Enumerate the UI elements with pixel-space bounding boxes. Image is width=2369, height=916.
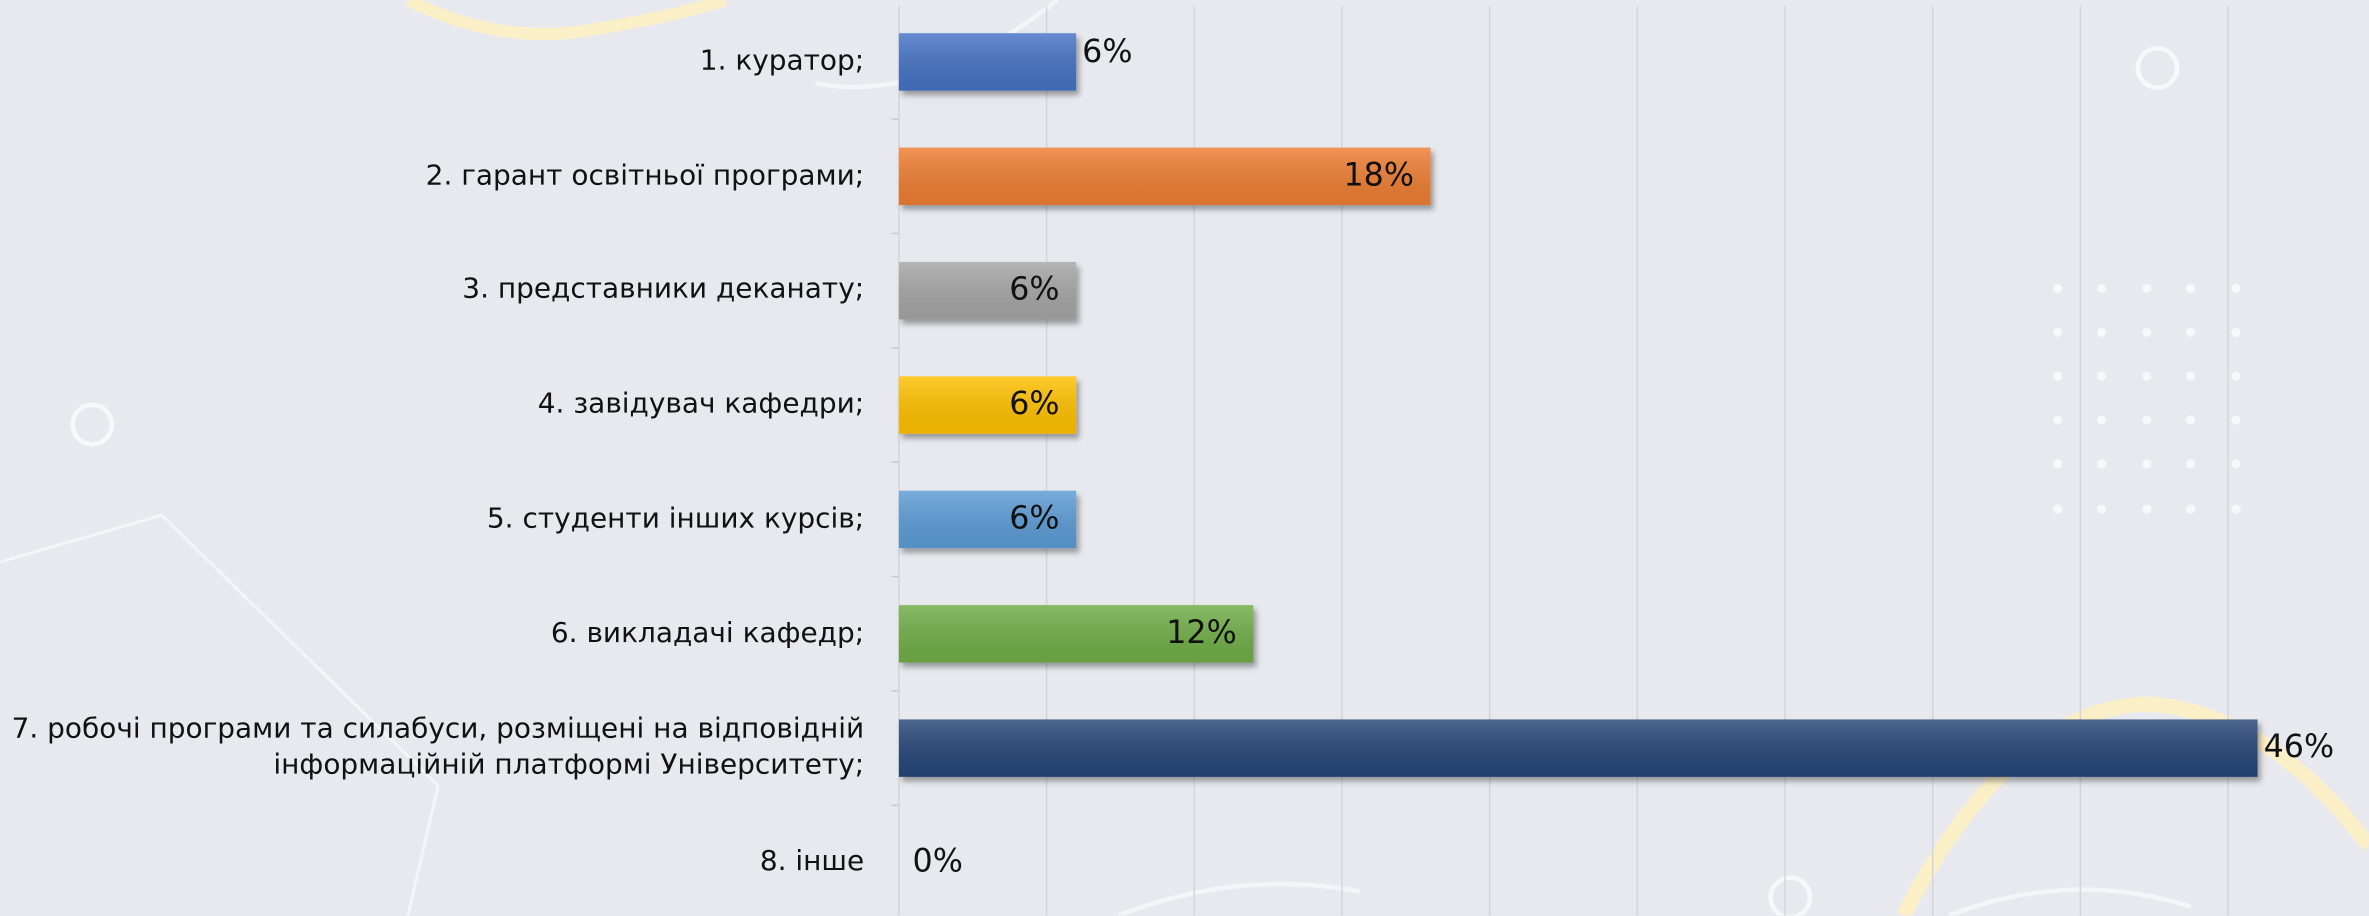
category-label: 4. завідувач кафедри; [3, 387, 864, 423]
category-label: 3. представники деканату; [3, 273, 864, 309]
value-label: 0% [913, 844, 963, 880]
category-label: 7. робочі програми та силабуси, розміщен… [3, 712, 864, 785]
category-label: 8. інше [3, 844, 864, 880]
value-label: 6% [1009, 500, 1059, 536]
bars: 6% 18% 6% 6% 6% 12% 46% 0% [899, 33, 2334, 879]
bar-gloss [899, 33, 1076, 90]
slide: 6% 18% 6% 6% 6% 12% 46% 0% 1. куратор; 2. гарант… [0, 0, 2369, 916]
category-label: 6. викладачі кафедр; [3, 616, 864, 652]
category-label: 2. гарант освітньої програми; [3, 158, 864, 194]
value-label: 12% [1166, 615, 1237, 651]
value-label: 6% [1082, 34, 1132, 70]
value-label: 46% [2264, 729, 2335, 765]
value-label: 6% [1009, 386, 1059, 422]
value-label: 6% [1009, 272, 1059, 308]
category-label: 5. студенти інших курсів; [3, 501, 864, 537]
grid [891, 6, 2228, 916]
category-label: 1. куратор; [3, 44, 864, 80]
value-label: 18% [1343, 157, 1414, 193]
bar-gloss [899, 719, 2258, 776]
